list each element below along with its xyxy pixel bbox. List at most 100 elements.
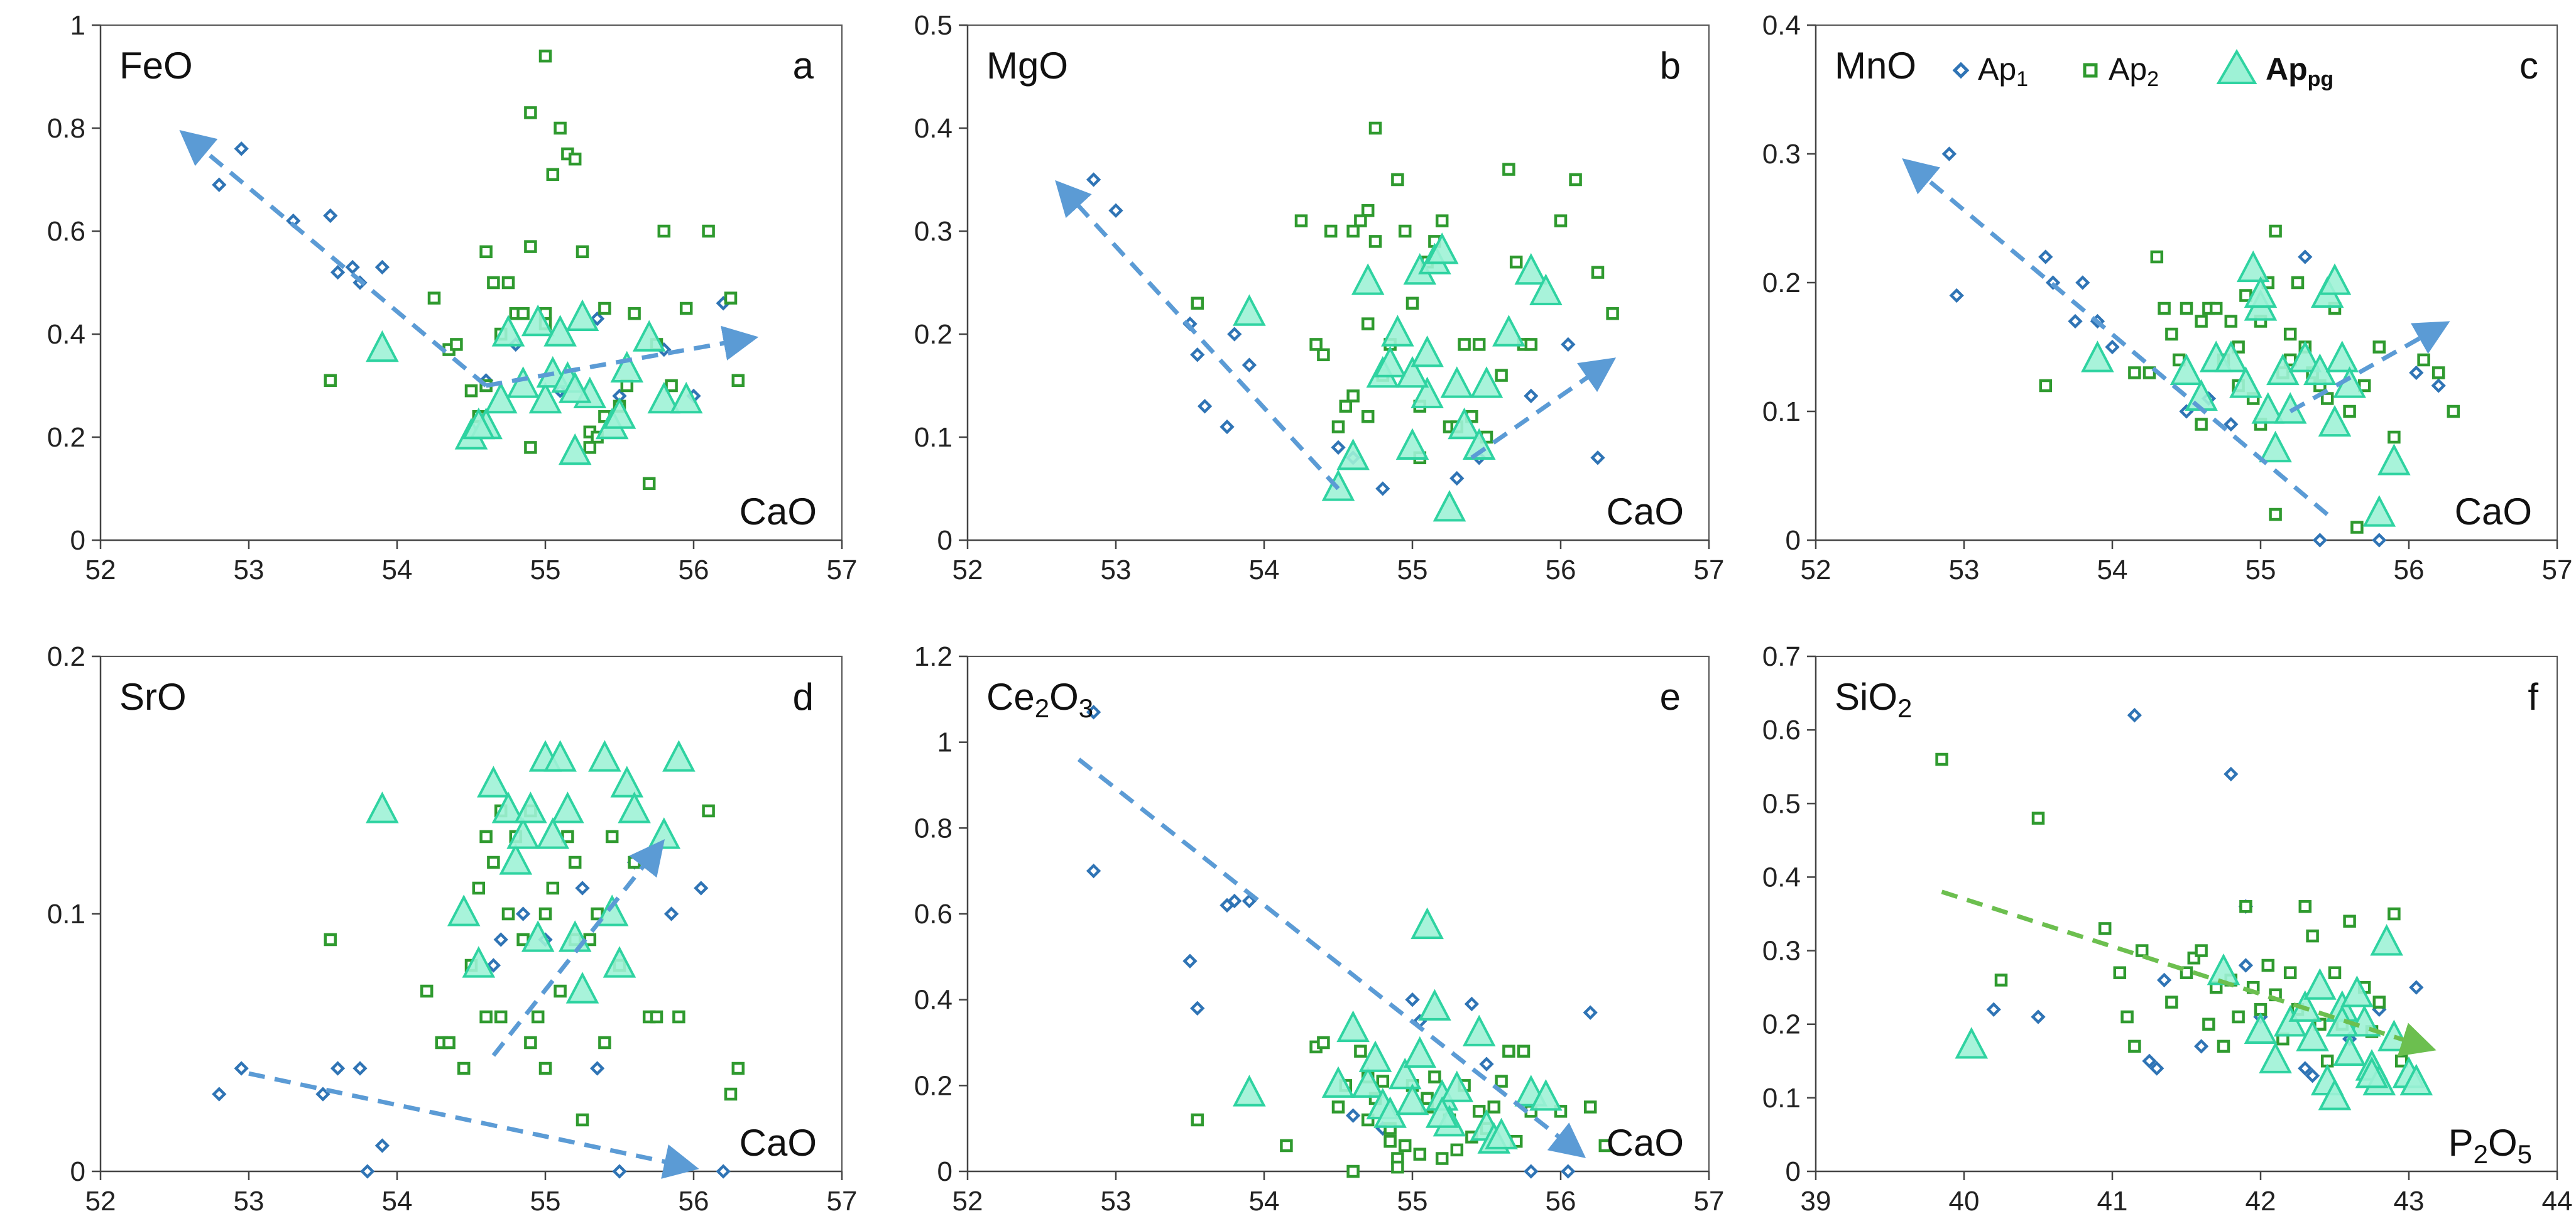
point-ap2 (531, 1010, 545, 1024)
point-appg (1462, 1014, 1496, 1046)
point-ap2 (2269, 224, 2282, 238)
point-ap2 (1517, 1045, 1531, 1058)
point-appg (1381, 315, 1414, 347)
legend-ap1-marker (1952, 62, 1970, 79)
point-ap2 (1391, 1160, 1404, 1174)
point-ap2 (1331, 1100, 1345, 1114)
point-ap2 (2224, 315, 2238, 328)
point-appg (1351, 1066, 1385, 1098)
panel-e-y-tick-label: 0.6 (914, 899, 952, 930)
point-ap2 (1472, 1105, 1486, 1118)
legend-ap2-label: Ap2 (2109, 52, 2159, 91)
point-appg (1411, 376, 1444, 408)
point-ap2 (1606, 307, 1619, 320)
panel-c-y-tick-label: 0.1 (1762, 396, 1801, 427)
point-ap1 (374, 259, 390, 275)
point-ap1 (1227, 327, 1242, 342)
point-ap1 (2298, 1061, 2313, 1076)
point-appg (1403, 1036, 1437, 1068)
panel-d-trend-arrow (491, 839, 665, 1057)
panel-d-title: SrO (119, 676, 187, 718)
point-appg (2081, 340, 2114, 372)
legend-appg-marker (2216, 49, 2257, 84)
panel-c-x-tick-label: 57 (2542, 555, 2573, 585)
point-ap1 (212, 1087, 227, 1102)
point-ap1 (374, 1138, 390, 1153)
panel-c-marks (1902, 146, 2460, 548)
panel-c-y-tick-label: 0.4 (1762, 10, 1801, 41)
point-ap2 (1309, 338, 1323, 351)
point-appg (1411, 907, 1444, 940)
point-appg (1529, 273, 1563, 305)
point-ap2 (524, 106, 537, 119)
point-appg (506, 817, 540, 849)
point-ap2 (1361, 204, 1375, 217)
panel-c-x-tick-label: 53 (1949, 555, 1980, 585)
point-ap2 (538, 907, 552, 921)
point-ap2 (1524, 338, 1538, 351)
panel-b-letter: b (1660, 45, 1681, 87)
point-appg (514, 791, 547, 823)
point-ap1 (1524, 1164, 1539, 1179)
panel-f-x-tick-label: 42 (2246, 1186, 2276, 1217)
point-ap1 (2156, 972, 2172, 988)
point-ap2 (605, 830, 619, 844)
point-ap1 (2224, 416, 2239, 432)
point-ap2 (2388, 907, 2401, 921)
point-ap2 (2113, 966, 2127, 979)
point-ap1 (1583, 1005, 1598, 1020)
point-ap2 (650, 1010, 663, 1024)
panel-f-xlabel: P2O5 (2448, 1122, 2532, 1169)
panel-e-y-tick-label: 0.2 (914, 1070, 952, 1101)
point-ap2 (324, 374, 337, 388)
point-ap1 (1086, 705, 1101, 720)
point-ap1 (1561, 1164, 1576, 1179)
point-ap1 (1479, 1056, 1494, 1072)
point-ap2 (1384, 1134, 1397, 1148)
panel-f-x-tick-label: 39 (1801, 1186, 1831, 1217)
point-ap2 (2261, 958, 2275, 972)
panel-f-x-tick-label: 41 (2097, 1186, 2128, 1217)
panel-f-y-tick-label: 0.4 (1762, 862, 1801, 893)
panel-b-x-tick-label: 56 (1546, 555, 1576, 585)
point-ap2 (524, 441, 537, 454)
panel-c-xlabel: CaO (2455, 491, 2532, 533)
point-ap2 (2128, 366, 2141, 379)
panel-c-frame (1815, 24, 2558, 541)
point-ap1 (1949, 288, 1964, 303)
point-ap2 (2447, 404, 2460, 418)
point-appg (1395, 355, 1429, 388)
point-appg (2229, 366, 2262, 398)
point-ap2 (1509, 255, 1523, 269)
point-ap2 (1458, 338, 1471, 351)
panel-a-frame (100, 24, 843, 541)
point-ap2 (2195, 315, 2208, 328)
legend-item-appg: Appg (2216, 49, 2333, 91)
point-ap1 (345, 259, 360, 275)
point-ap2 (2195, 418, 2208, 431)
point-ap2 (1935, 752, 1948, 766)
point-appg (2244, 276, 2278, 308)
point-ap1 (1986, 1002, 2001, 1017)
point-ap2 (702, 224, 715, 238)
point-ap2 (1591, 266, 1605, 279)
point-appg (484, 381, 518, 414)
point-appg (491, 791, 525, 823)
point-ap1 (2312, 533, 2328, 548)
panel-d-x-tick-label: 55 (530, 1186, 561, 1217)
legend-appg-label: Appg (2266, 52, 2333, 91)
point-appg (632, 320, 666, 352)
point-appg (366, 330, 399, 362)
point-ap1 (1086, 863, 1101, 879)
point-ap1 (515, 906, 531, 921)
point-ap2 (1317, 348, 1330, 362)
point-ap1 (612, 1164, 627, 1179)
point-ap2 (2135, 944, 2149, 957)
point-ap2 (516, 307, 530, 320)
point-ap1 (330, 1061, 346, 1076)
point-ap2 (2298, 900, 2312, 913)
panel-f-y-tick-label: 0.5 (1762, 788, 1801, 819)
point-appg (2355, 1056, 2389, 1088)
point-ap1 (1220, 419, 1235, 435)
